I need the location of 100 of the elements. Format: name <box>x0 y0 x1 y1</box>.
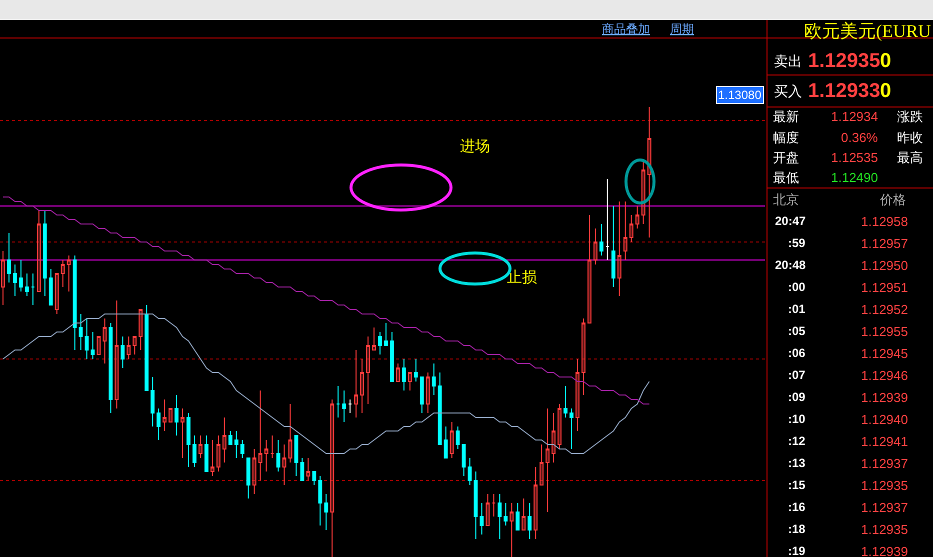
text: 涨跌 <box>897 109 923 124</box>
candlestick <box>546 408 550 512</box>
candlestick <box>78 314 83 350</box>
text: 20:47 <box>775 214 806 228</box>
text: 1.12937 <box>861 456 908 471</box>
text: 1.12939 <box>861 390 908 405</box>
candlestick <box>522 498 526 530</box>
text: :10 <box>788 412 806 426</box>
candlestick <box>587 214 592 324</box>
candlestick <box>66 255 71 292</box>
text: 最高 <box>897 150 923 165</box>
candlestick <box>498 494 502 540</box>
text: 最低 <box>773 170 799 185</box>
candlestick <box>570 408 574 450</box>
candlestick <box>420 376 424 414</box>
candlestick <box>408 372 412 391</box>
candlestick <box>252 448 256 494</box>
text: 1.12535 <box>831 150 878 165</box>
candlestick <box>120 336 125 368</box>
text: :07 <box>788 368 806 382</box>
candlestick <box>84 318 89 360</box>
candlestick <box>384 322 388 346</box>
candlestick <box>456 426 460 450</box>
candlestick <box>240 440 244 458</box>
candlestick <box>144 304 149 391</box>
candlestick <box>102 318 107 364</box>
candlestick <box>24 273 29 296</box>
candlestick <box>552 412 556 463</box>
candlestick <box>12 264 17 296</box>
candlestick <box>306 458 310 481</box>
annotation: 止损 <box>507 269 537 286</box>
candlestick <box>276 440 280 472</box>
text: :12 <box>788 434 806 448</box>
text: 1.12958 <box>861 214 908 229</box>
text: 1.12952 <box>861 302 908 317</box>
text: 1.12955 <box>861 324 908 339</box>
candlestick <box>354 350 358 418</box>
candlestick <box>432 363 436 396</box>
candlestick <box>617 201 622 296</box>
candlestick <box>510 502 514 557</box>
candlestick <box>641 160 646 224</box>
candlestick <box>336 386 340 418</box>
text: 1.12950 <box>861 258 908 273</box>
candlestick <box>635 206 640 229</box>
text: 幅度 <box>773 130 799 145</box>
candlestick <box>492 494 496 517</box>
text: 买入 <box>774 83 802 99</box>
text: 1.12957 <box>861 236 908 251</box>
text: 周期 <box>670 22 694 36</box>
text: 1.12935 <box>861 478 908 493</box>
text: 1.12941 <box>861 434 908 449</box>
candlestick <box>54 273 59 314</box>
candlestick <box>60 260 65 288</box>
text: 1.12490 <box>831 170 878 185</box>
candlestick <box>593 228 598 265</box>
text: :00 <box>788 280 806 294</box>
candlestick <box>534 466 538 540</box>
candlestick <box>312 471 316 486</box>
candlestick <box>36 210 41 292</box>
candlestick <box>7 232 11 283</box>
candlestick <box>210 440 214 476</box>
candlestick <box>108 322 113 414</box>
text: :09 <box>788 390 806 404</box>
text: :16 <box>788 500 806 514</box>
candlestick <box>150 376 155 427</box>
candlestick <box>330 399 334 557</box>
text: 1.12935 <box>861 522 908 537</box>
candlestick <box>629 214 634 242</box>
candlestick <box>540 444 544 486</box>
text: 开盘 <box>773 150 799 165</box>
candlestick <box>504 502 508 526</box>
candlestick <box>192 435 196 468</box>
candlestick <box>186 412 190 468</box>
candlestick <box>480 502 484 535</box>
candlestick <box>42 210 47 296</box>
candlestick <box>168 408 173 422</box>
candlestick <box>623 201 628 260</box>
candlestick <box>162 399 167 432</box>
text: 1.12946 <box>861 368 908 383</box>
candlestick <box>1 250 5 306</box>
candlestick <box>378 332 382 355</box>
candlestick <box>366 336 370 404</box>
candlestick <box>438 372 442 445</box>
text: 1.12935 <box>808 50 880 72</box>
text: 1.12933 <box>808 80 880 102</box>
candlestick <box>528 502 532 540</box>
candlestick <box>444 426 448 458</box>
candlestick <box>138 309 143 350</box>
text: 价格 <box>879 192 906 207</box>
candlestick <box>90 332 95 360</box>
candlestick <box>558 404 562 450</box>
text: 1.12937 <box>861 500 908 515</box>
candlestick <box>216 435 220 472</box>
candlestick <box>300 458 304 481</box>
text: 北京 <box>773 192 799 207</box>
candlestick <box>324 494 328 530</box>
candlestick <box>564 386 568 418</box>
candlestick <box>126 336 131 360</box>
candlestick <box>132 336 137 355</box>
candlestick <box>48 268 53 306</box>
